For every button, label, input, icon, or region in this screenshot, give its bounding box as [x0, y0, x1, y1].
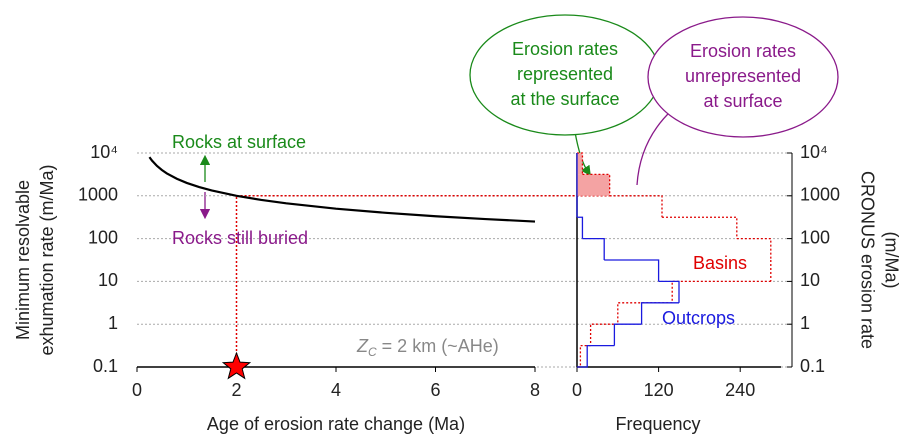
histogram-bin	[662, 216, 738, 239]
curve	[148, 156, 536, 223]
y-tick-label: 1	[800, 313, 810, 333]
legend-label: Basins	[693, 253, 747, 273]
histogram-bin	[577, 344, 591, 368]
histogram-bin	[671, 280, 771, 303]
callout-text: at surface	[703, 91, 782, 111]
y-tick-label: 1000	[78, 185, 118, 205]
callout-text: Erosion rates	[690, 41, 796, 61]
x-axis-label: Frequency	[615, 414, 700, 434]
callout-text: at the surface	[510, 89, 619, 109]
shaded-bin	[577, 153, 583, 175]
x-tick-label: 4	[331, 380, 341, 400]
x-tick-label: 2	[231, 380, 241, 400]
y-axis-label: (m/Ma)	[881, 232, 901, 289]
y-tick-label: 1	[108, 313, 118, 333]
y-axis-label: CRONUS erosion rate	[857, 171, 877, 349]
histogram-bin	[582, 173, 611, 196]
x-tick-label: 8	[530, 380, 540, 400]
histogram-bin	[577, 344, 615, 368]
y-tick-label: 10	[98, 270, 118, 290]
histogram-bin	[577, 152, 584, 175]
y-tick-label: 0.1	[800, 356, 825, 376]
y-axis-label: exhumation rate (m/Ma)	[37, 164, 57, 355]
x-axis-label: Age of erosion rate change (Ma)	[207, 414, 465, 434]
histogram-bin	[617, 302, 673, 325]
callout-bubble	[647, 16, 839, 138]
x-tick-label: 6	[430, 380, 440, 400]
callout-arrow	[636, 106, 676, 186]
y-tick-label: 10	[800, 270, 820, 290]
callout-text: represented	[517, 64, 613, 84]
y-tick-label: 100	[88, 227, 118, 247]
callout-text: Erosion rates	[512, 39, 618, 59]
x-tick-label: 120	[644, 380, 674, 400]
histogram-bin	[658, 280, 680, 303]
x-tick-label: 0	[132, 380, 142, 400]
x-tick-label: 240	[725, 380, 755, 400]
histogram-bin	[613, 323, 642, 346]
annotation-part: Z	[356, 336, 369, 356]
callout-text: unrepresented	[685, 66, 801, 86]
annotation-part: = 2 km (~AHe)	[377, 336, 499, 356]
x-tick-label: 0	[572, 380, 582, 400]
shaded-bin	[577, 174, 610, 196]
y-tick-label: 1000	[800, 185, 840, 205]
legend-label: Outcrops	[662, 308, 735, 328]
histogram-bin	[736, 237, 772, 261]
annotation: Rocks at surface	[172, 132, 306, 152]
y-axis-label: Minimum resolvable	[13, 180, 33, 340]
y-tick-label: 100	[800, 227, 830, 247]
histogram-bin	[589, 323, 618, 346]
y-tick-label: 0.1	[93, 356, 118, 376]
annotation-part: C	[368, 345, 377, 359]
star-marker	[221, 351, 252, 380]
annotation: ZC = 2 km (~AHe)	[356, 336, 499, 359]
histogram-bin	[640, 302, 679, 325]
y-tick-label: 10⁴	[90, 142, 118, 162]
histogram-bin	[609, 195, 663, 218]
histogram-bin	[604, 259, 660, 282]
annotation: Rocks still buried	[172, 228, 308, 248]
y-tick-label: 10⁴	[800, 142, 828, 162]
histogram-bin	[577, 216, 584, 239]
histogram-bin	[582, 237, 605, 261]
